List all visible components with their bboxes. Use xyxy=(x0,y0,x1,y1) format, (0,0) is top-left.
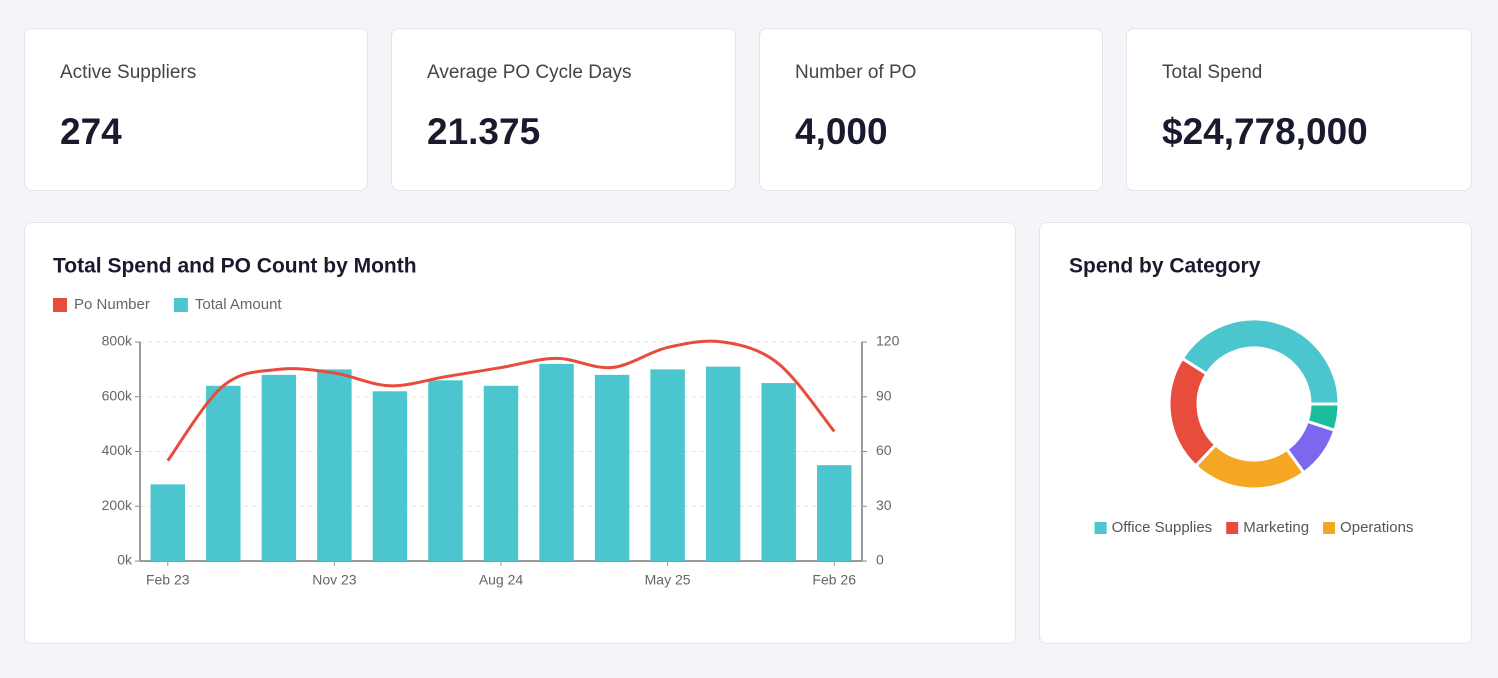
legend: Office Supplies Marketing Operations xyxy=(1094,519,1413,536)
bar xyxy=(483,385,519,561)
donut-slice xyxy=(1167,356,1218,469)
y-tick-label: 800k xyxy=(102,333,133,349)
y2-tick-label: 120 xyxy=(876,333,900,349)
kpi-value: 4,000 xyxy=(795,111,888,152)
kpi-label: Total Spend xyxy=(1162,62,1263,83)
bar xyxy=(206,385,241,561)
bar xyxy=(150,484,185,561)
line xyxy=(166,339,836,462)
x-tick-label: Feb 26 xyxy=(812,572,856,588)
kpi-value: 21.375 xyxy=(427,111,541,152)
kpi-card: Active Suppliers 274 xyxy=(24,28,368,191)
y2-tick-label: 0 xyxy=(876,552,884,568)
x-tick-label: Nov 23 xyxy=(312,572,357,588)
kpi-label: Number of PO xyxy=(795,62,917,83)
donut-slice xyxy=(1180,317,1341,406)
legend-swatch xyxy=(1226,522,1239,534)
y2-tick-label: 30 xyxy=(876,497,892,513)
x-tick-label: May 25 xyxy=(645,572,691,588)
donut-slice xyxy=(1305,402,1341,433)
legend-label: Operations xyxy=(1340,519,1413,536)
legend-swatch xyxy=(1094,522,1107,534)
chart-card xyxy=(1039,222,1472,644)
y-tick-label: 0k xyxy=(117,552,133,568)
x-tick-label: Aug 24 xyxy=(479,572,524,588)
y2-tick-label: 60 xyxy=(876,442,892,458)
bar xyxy=(761,383,796,561)
kpi-label: Average PO Cycle Days xyxy=(427,62,632,83)
bar xyxy=(650,369,685,561)
donut-chart: Spend by Category Office Supplies Marketi… xyxy=(1069,255,1413,536)
legend-label: Office Supplies xyxy=(1112,519,1213,536)
legend-swatch xyxy=(1323,522,1336,534)
legend-label: Po Number xyxy=(74,296,150,313)
chart-title: Total Spend and PO Count by Month xyxy=(53,255,417,278)
legend-label: Marketing xyxy=(1243,519,1309,536)
bar xyxy=(261,374,297,561)
kpi-value: 274 xyxy=(60,111,122,152)
kpi-card: Average PO Cycle Days 21.375 xyxy=(391,28,736,191)
bar xyxy=(594,374,630,561)
legend-swatch xyxy=(53,298,67,312)
legend-label: Total Amount xyxy=(195,296,283,313)
y2-tick-label: 90 xyxy=(876,387,892,403)
chart-card xyxy=(24,222,1016,644)
combo-chart: Total Spend and PO Count by Month 0k 200k… xyxy=(53,255,900,588)
donut-slice xyxy=(1193,442,1307,491)
donut-slice xyxy=(1284,419,1337,475)
bar xyxy=(817,465,852,561)
bar xyxy=(539,363,574,561)
bar xyxy=(317,369,352,561)
kpi-card: Number of PO 4,000 xyxy=(759,28,1103,191)
y-tick-label: 600k xyxy=(102,387,133,403)
legend-swatch xyxy=(173,298,188,312)
kpi-card: Total Spend $24,778,000 xyxy=(1126,28,1472,191)
chart-title: Spend by Category xyxy=(1069,255,1261,278)
kpi-label: Active Suppliers xyxy=(60,62,197,83)
y-tick-label: 400k xyxy=(102,442,133,458)
bar xyxy=(428,380,463,561)
y-tick-label: 200k xyxy=(102,497,133,513)
kpi-value: $24,778,000 xyxy=(1162,111,1368,152)
bar xyxy=(705,366,741,561)
x-tick-label: Feb 23 xyxy=(146,572,190,588)
bar xyxy=(372,391,408,561)
